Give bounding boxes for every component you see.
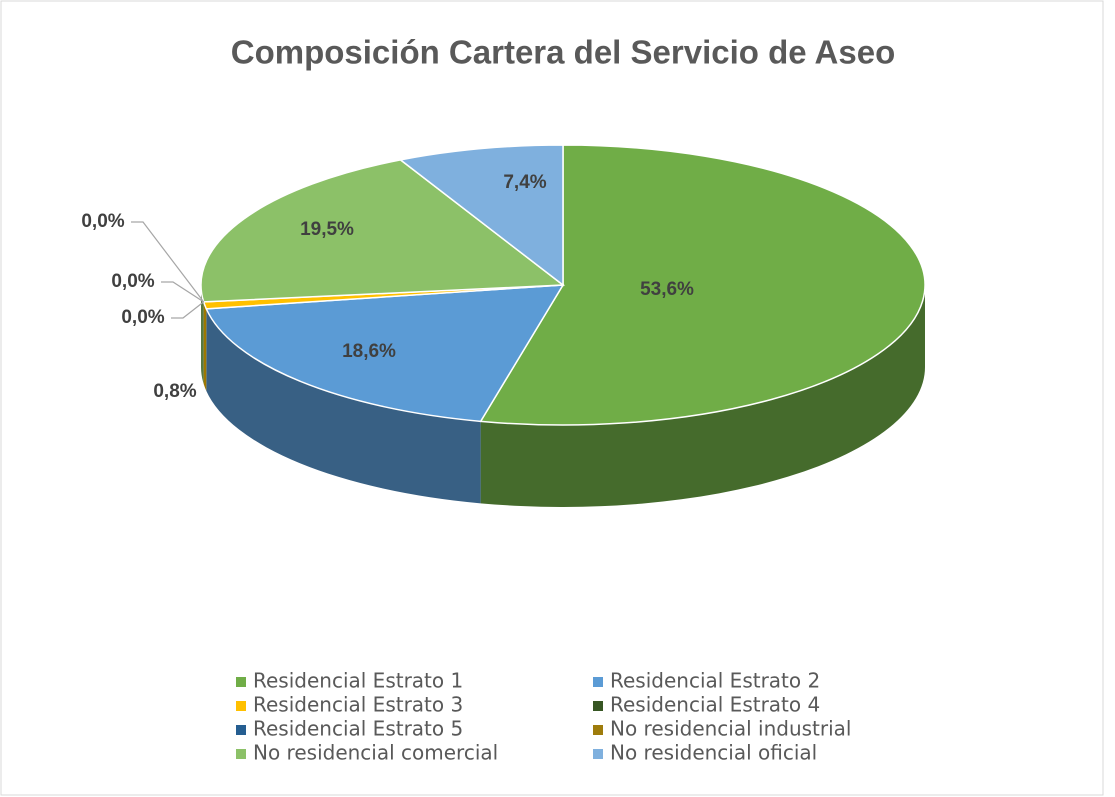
legend-swatch — [593, 701, 603, 711]
legend-label: No residencial industrial — [610, 717, 851, 741]
legend-label: Residencial Estrato 1 — [253, 669, 463, 693]
legend-label: No residencial oficial — [610, 741, 817, 765]
legend-label: Residencial Estrato 2 — [610, 669, 820, 693]
data-label: 0,0% — [111, 271, 154, 292]
legend-label: Residencial Estrato 5 — [253, 717, 463, 741]
data-label: 19,5% — [300, 219, 354, 240]
chart-title: Composición Cartera del Servicio de Aseo — [231, 34, 895, 71]
pie-tops — [200, 144, 926, 426]
data-label: 53,6% — [640, 279, 694, 300]
legend-swatch — [593, 725, 603, 735]
legend-swatch — [236, 725, 246, 735]
pie-slice-side — [480, 285, 925, 507]
legend-label: No residencial comercial — [253, 741, 498, 765]
legend-label: Residencial Estrato 4 — [610, 693, 820, 717]
pie-slice-side — [201, 285, 204, 384]
legend-swatch — [236, 749, 246, 759]
pie-slice — [479, 144, 926, 426]
pie-slice — [200, 159, 566, 303]
legend-swatch — [236, 701, 246, 711]
data-label: 18,6% — [342, 341, 396, 362]
leader-line — [171, 301, 205, 319]
legend-label: Residencial Estrato 3 — [253, 693, 463, 717]
data-label: 0,8% — [153, 381, 196, 402]
legend-swatch — [236, 677, 246, 687]
leader-line — [131, 221, 205, 303]
legend-swatch — [593, 677, 603, 687]
pie-slice-side — [203, 301, 207, 391]
data-label: 0,0% — [121, 307, 164, 328]
data-label: 7,4% — [503, 172, 546, 193]
data-label: 0,0% — [81, 211, 124, 232]
pie-sides — [201, 285, 925, 507]
pie-slice-side — [206, 308, 481, 504]
legend-swatch — [593, 749, 603, 759]
pie-slice — [398, 144, 564, 287]
leader-line — [161, 281, 204, 303]
pie-slice — [205, 284, 565, 423]
